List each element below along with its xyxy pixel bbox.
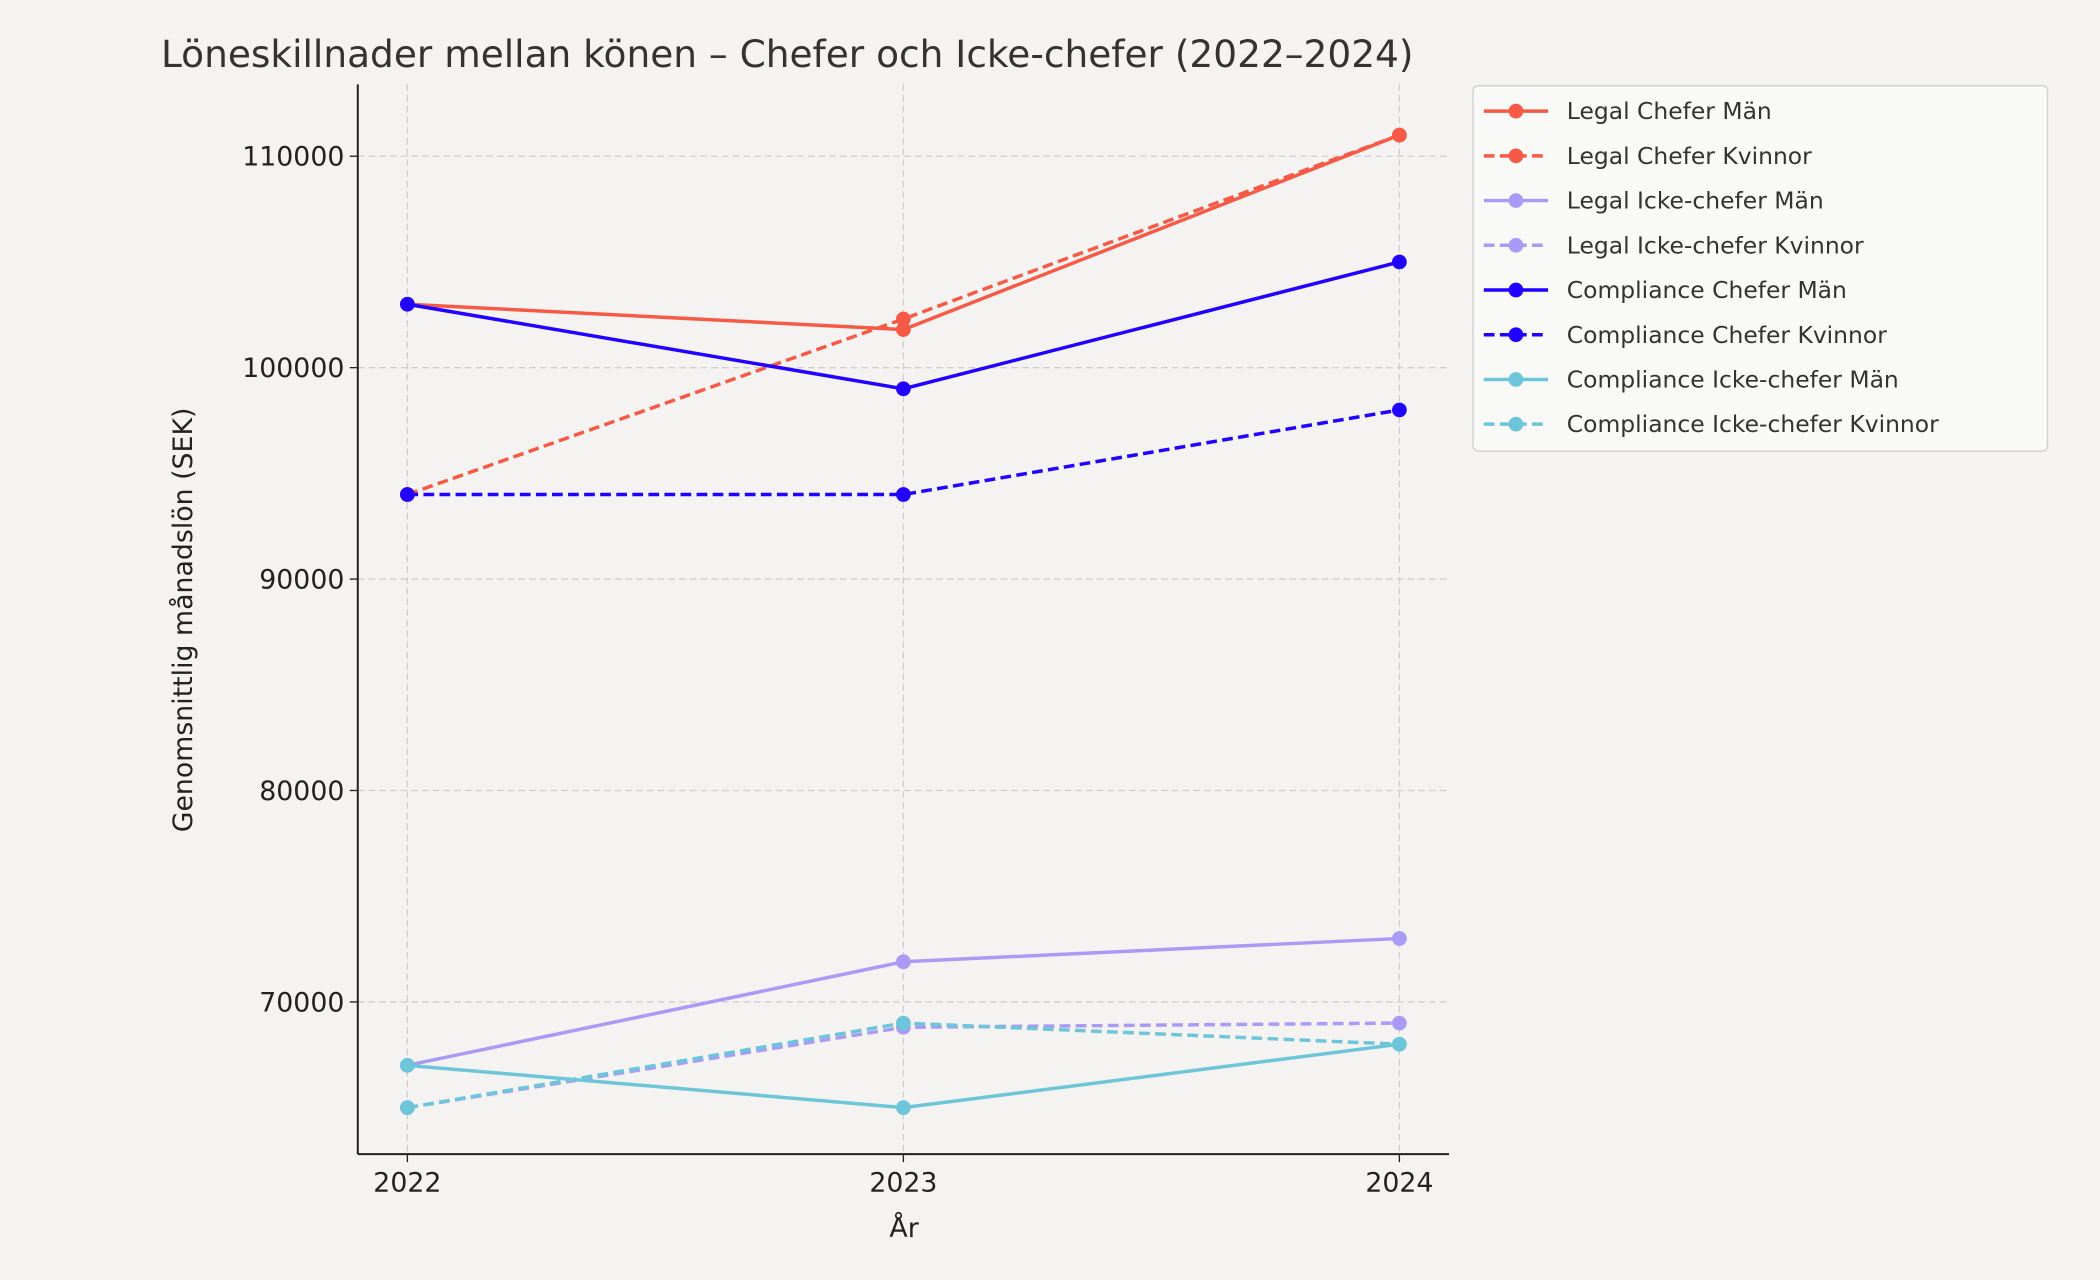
legend-marker: [1508, 416, 1524, 432]
legend-label: Legal Icke-chefer Kvinnor: [1567, 231, 1864, 259]
legend-marker: [1508, 193, 1524, 208]
y-tick-label: 90000: [259, 564, 344, 595]
legend-marker: [1508, 372, 1524, 387]
ticks: 2022 2023 2024 70000 80000 90000 100000 110000: [242, 142, 1433, 1199]
legend: Legal Chefer Män Legal Chefer Kvinnor Lega…: [1472, 85, 2049, 452]
data-point: [896, 322, 911, 337]
data-point: [400, 1057, 415, 1073]
y-tick-label: 110000: [242, 142, 344, 173]
legend-label: Legal Chefer Kvinnor: [1567, 142, 1812, 170]
data-point: [400, 296, 415, 312]
x-tick-label: 2023: [869, 1168, 937, 1199]
legend-marker: [1508, 282, 1524, 298]
legend-marker: [1508, 327, 1524, 343]
series-group: [400, 127, 1407, 1115]
x-tick-label: 2024: [1365, 1168, 1433, 1199]
series-legal-chefer-män: [400, 127, 1407, 337]
data-point: [896, 311, 911, 327]
legend-marker: [1508, 237, 1524, 253]
data-point: [1392, 1015, 1407, 1031]
legend-label: Compliance Chefer Män: [1567, 276, 1847, 304]
y-tick-label: 70000: [259, 987, 344, 1018]
data-point: [896, 1015, 911, 1031]
axes: [356, 84, 1449, 1156]
y-tick-label: 100000: [242, 353, 344, 384]
legend-label: Legal Icke-chefer Män: [1567, 187, 1824, 215]
series-compliance-chefer-män: [400, 254, 1407, 397]
legend-marker: [1508, 103, 1524, 119]
data-point: [1392, 127, 1407, 143]
data-point: [896, 381, 911, 397]
legend-label: Compliance Icke-chefer Män: [1567, 365, 1899, 393]
x-axis-label: År: [889, 1212, 918, 1244]
grid: [357, 84, 1449, 1155]
data-point: [896, 487, 911, 502]
legend-label: Compliance Icke-chefer Kvinnor: [1567, 410, 1939, 438]
x-tick-label: 2022: [373, 1168, 441, 1199]
y-tick-label: 80000: [259, 776, 344, 807]
data-point: [1392, 402, 1407, 418]
legend-label: Compliance Chefer Kvinnor: [1567, 321, 1887, 349]
data-point: [1392, 1036, 1407, 1052]
chart-title: Löneskillnader mellan könen – Chefer och…: [161, 32, 1414, 76]
y-axis-label: Genomsnittlig månadslön (SEK): [168, 408, 199, 833]
series-compliance-icke-chefer-kvinnor: [400, 1015, 1407, 1115]
data-point: [400, 487, 415, 502]
series-line: [407, 408, 1400, 497]
data-point: [400, 1100, 415, 1115]
legend-label: Legal Chefer Män: [1567, 97, 1772, 125]
legend-marker: [1508, 148, 1524, 164]
data-point: [896, 954, 911, 970]
legend-box: [1472, 85, 2049, 452]
data-point: [1392, 254, 1407, 270]
data-point: [896, 1100, 911, 1115]
data-point: [1392, 931, 1407, 946]
series-compliance-chefer-kvinnor: [400, 402, 1407, 502]
